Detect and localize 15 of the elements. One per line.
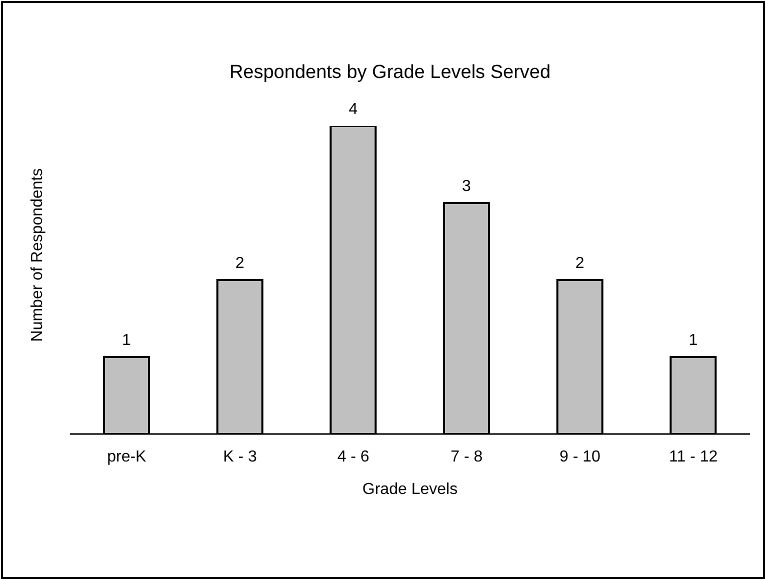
data-label: 2 bbox=[575, 255, 584, 272]
x-tick-label: 11 - 12 bbox=[669, 448, 718, 466]
y-axis-title: Number of Respondents bbox=[29, 168, 47, 342]
x-tick-label: 9 - 10 bbox=[560, 448, 601, 466]
data-label: 2 bbox=[235, 255, 244, 272]
data-label: 4 bbox=[348, 101, 358, 118]
x-tick-label: 4 - 6 bbox=[337, 448, 370, 466]
x-tick-label: pre-K bbox=[107, 448, 147, 466]
data-label: 1 bbox=[688, 332, 698, 349]
x-tick-label: K - 3 bbox=[223, 448, 257, 466]
data-label: 3 bbox=[462, 178, 472, 195]
x-axis-title: Grade Levels bbox=[362, 481, 458, 498]
x-tick-label: 7 - 8 bbox=[450, 448, 483, 466]
data-label: 1 bbox=[122, 332, 132, 349]
chart-title: Respondents by Grade Levels Served bbox=[228, 62, 552, 84]
